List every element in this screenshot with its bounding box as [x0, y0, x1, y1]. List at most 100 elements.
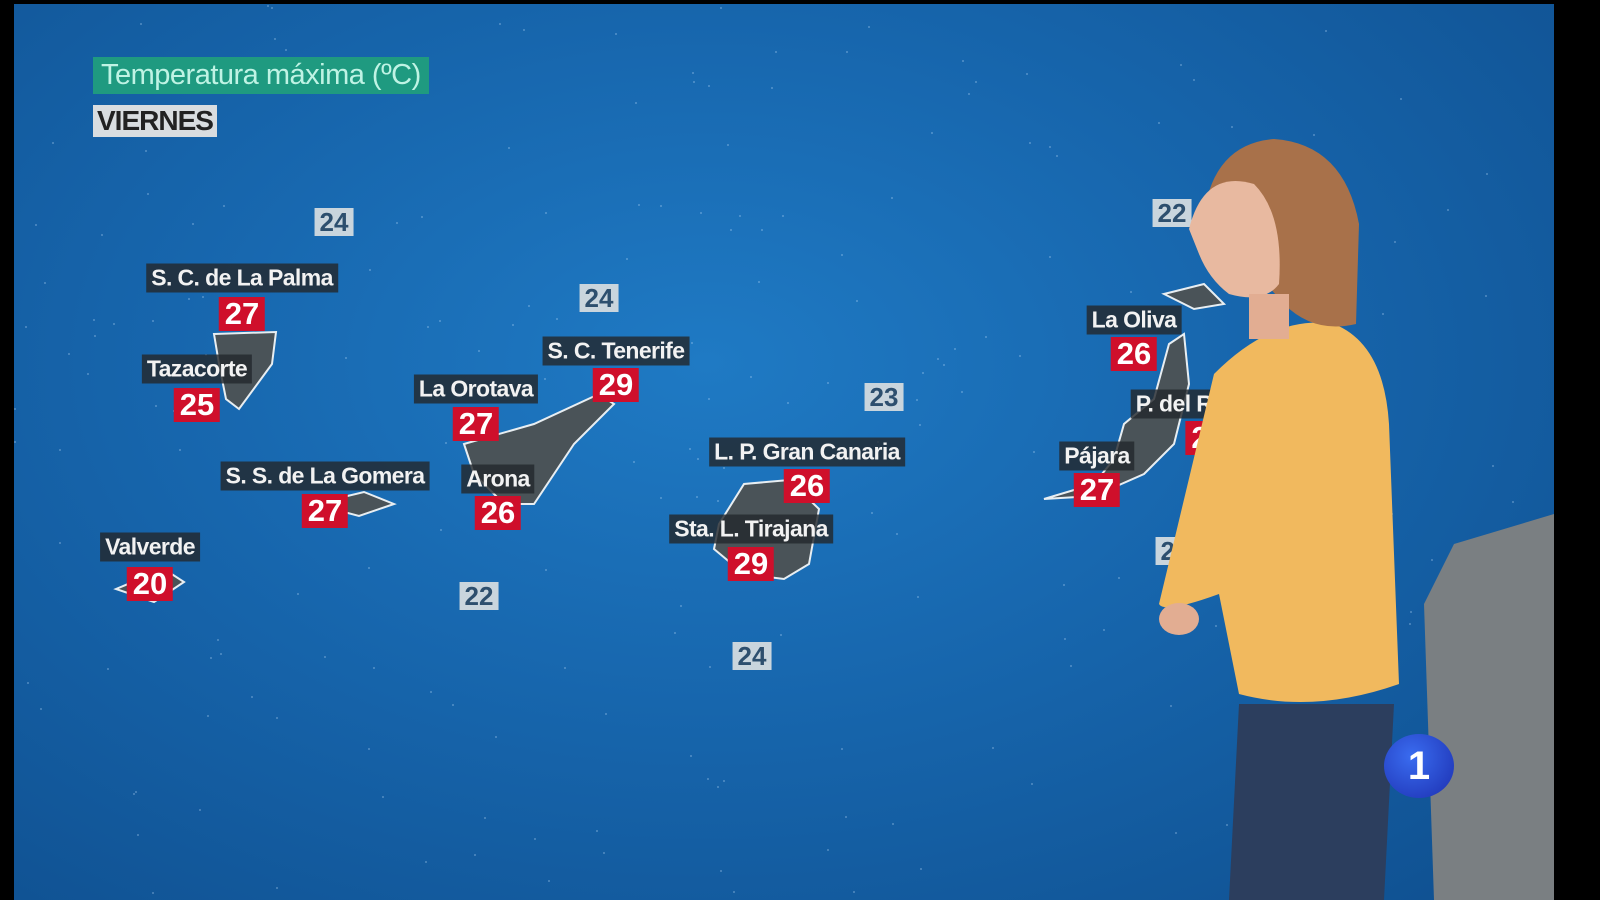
sea-speck — [633, 460, 636, 463]
sea-speck — [87, 373, 90, 376]
sea-speck — [1028, 142, 1031, 145]
sea-speck — [424, 860, 427, 863]
sea-speck — [614, 32, 617, 35]
sea-speck — [132, 793, 135, 796]
channel-logo: 1 — [1384, 734, 1454, 798]
location-name: L. P. Gran Canaria — [709, 437, 905, 467]
island-lanzarote — [1161, 282, 1227, 311]
sea-speck — [151, 891, 154, 894]
sea-speck — [787, 401, 790, 404]
sea-speck — [14, 407, 17, 410]
sea-temp: 24 — [732, 642, 772, 670]
sea-speck — [1394, 240, 1397, 243]
location-temp: 29 — [727, 547, 775, 581]
sea-speck — [1018, 354, 1021, 357]
location-temp: 27 — [301, 494, 349, 528]
sea-speck — [1431, 558, 1434, 561]
location-temp: 27 — [1073, 473, 1121, 507]
sea-speck — [27, 681, 29, 684]
sea-speck — [953, 348, 956, 351]
sea-speck — [870, 512, 873, 515]
sea-speck — [426, 326, 429, 329]
sea-speck — [708, 397, 711, 400]
sea-speck — [757, 280, 760, 283]
location-name: S. C. de La Palma — [146, 263, 338, 293]
map-title: Temperatura máxima (ºC) — [93, 57, 429, 94]
sea-temp: 23 — [864, 383, 904, 411]
sea-speck — [595, 830, 598, 833]
sea-speck — [43, 281, 46, 284]
sea-speck — [626, 258, 629, 261]
sea-speck — [34, 223, 37, 226]
sea-speck — [1215, 624, 1218, 627]
sea-speck — [59, 541, 62, 544]
sea-speck — [297, 593, 300, 596]
sea-speck — [1179, 63, 1182, 66]
sea-speck — [544, 377, 547, 380]
sea-speck — [919, 868, 922, 871]
sea-speck — [961, 390, 964, 393]
sea-speck — [191, 222, 194, 225]
sea-speck — [722, 466, 725, 469]
sea-speck — [512, 324, 515, 327]
sea-speck — [604, 712, 607, 715]
sea-speck — [381, 796, 384, 799]
sea-speck — [1381, 312, 1384, 315]
sea-speck — [101, 234, 104, 237]
sea-speck — [199, 809, 202, 812]
sea-speck — [1030, 783, 1033, 786]
sea-speck — [637, 204, 640, 206]
sea-speck — [707, 84, 710, 87]
location-temp: 26 — [1110, 337, 1158, 371]
presenter — [1159, 139, 1399, 900]
sea-speck — [781, 214, 784, 217]
sea-speck — [918, 424, 921, 427]
sea-speck — [439, 319, 442, 322]
sea-speck — [1312, 134, 1315, 137]
sea-speck — [206, 714, 209, 717]
sea-speck — [936, 358, 939, 361]
sea-speck — [774, 50, 777, 53]
sea-speck — [1056, 155, 1059, 158]
sea-speck — [693, 81, 696, 84]
sea-speck — [146, 192, 149, 195]
sea-speck — [534, 837, 537, 840]
sea-speck — [220, 652, 223, 655]
location-name: Tazacorte — [141, 354, 253, 384]
sea-speck — [1063, 637, 1066, 640]
sea-speck — [961, 60, 964, 63]
sea-speck — [14, 440, 17, 443]
sea-speck — [827, 849, 830, 852]
sea-speck — [984, 336, 987, 339]
sea-speck — [498, 23, 501, 26]
sea-speck — [273, 37, 276, 40]
sea-speck — [527, 304, 530, 307]
sea-speck — [372, 666, 375, 669]
sea-speck — [484, 817, 487, 820]
sea-speck — [846, 51, 849, 54]
sea-speck — [709, 666, 712, 669]
sea-speck — [760, 228, 763, 231]
sea-speck — [896, 532, 899, 535]
sea-speck — [1026, 72, 1029, 75]
sea-speck — [1409, 623, 1412, 625]
sea-speck — [92, 319, 95, 322]
location-temp: 26 — [783, 469, 831, 503]
location-temp: 27 — [452, 407, 500, 441]
sea-speck — [692, 71, 694, 74]
sea-speck — [24, 326, 27, 329]
location-name: La Orotava — [413, 374, 539, 404]
sea-speck — [738, 215, 741, 218]
sea-speck — [1491, 464, 1494, 467]
sea-speck — [674, 631, 677, 634]
sea-speck — [285, 48, 288, 51]
sea-speck — [700, 212, 703, 215]
sea-speck — [58, 449, 61, 452]
location-temp: 26 — [474, 496, 522, 530]
sea-speck — [93, 334, 96, 337]
sea-speck — [51, 142, 54, 145]
sea-speck — [367, 748, 370, 751]
sea-temp: 22 — [1152, 199, 1192, 227]
location-name: S. C. Tenerife — [542, 336, 690, 366]
sea-speck — [602, 851, 605, 854]
